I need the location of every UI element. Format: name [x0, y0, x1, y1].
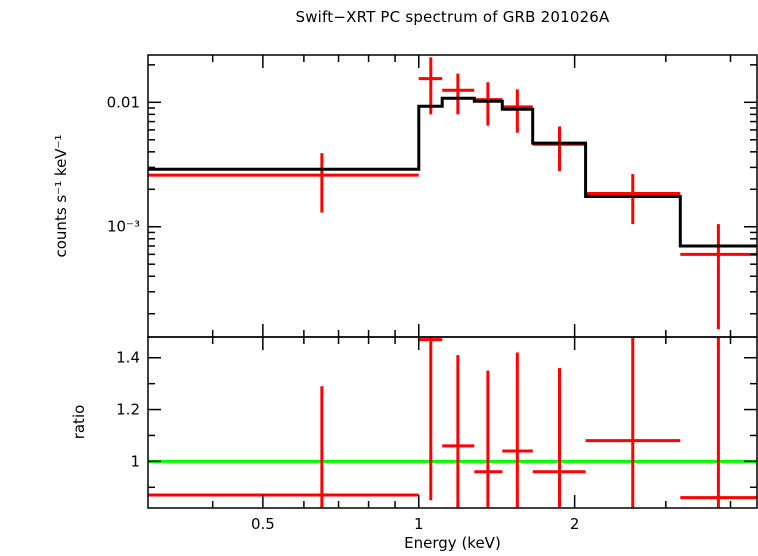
svg-text:1.4: 1.4	[116, 349, 140, 367]
svg-text:1.2: 1.2	[116, 401, 140, 419]
x-axis-label: Energy (keV)	[404, 534, 501, 552]
panel-spectrum-data	[148, 57, 757, 330]
chart-title: Swift−XRT PC spectrum of GRB 201026A	[295, 8, 610, 26]
axis-ticks	[148, 55, 757, 508]
svg-text:0.01: 0.01	[107, 93, 140, 111]
model-step-line	[148, 96, 757, 248]
tick-labels: 10⁻³ 0.01 1 1.2 1.4 0.5 1 2	[107, 93, 580, 533]
svg-text:1: 1	[414, 515, 424, 533]
svg-text:1: 1	[130, 452, 140, 470]
svg-text:10⁻³: 10⁻³	[107, 218, 140, 236]
plot-frame	[147, 54, 758, 509]
svg-text:0.5: 0.5	[251, 515, 275, 533]
svg-text:2: 2	[570, 515, 580, 533]
panel-ratio-data	[148, 337, 757, 508]
